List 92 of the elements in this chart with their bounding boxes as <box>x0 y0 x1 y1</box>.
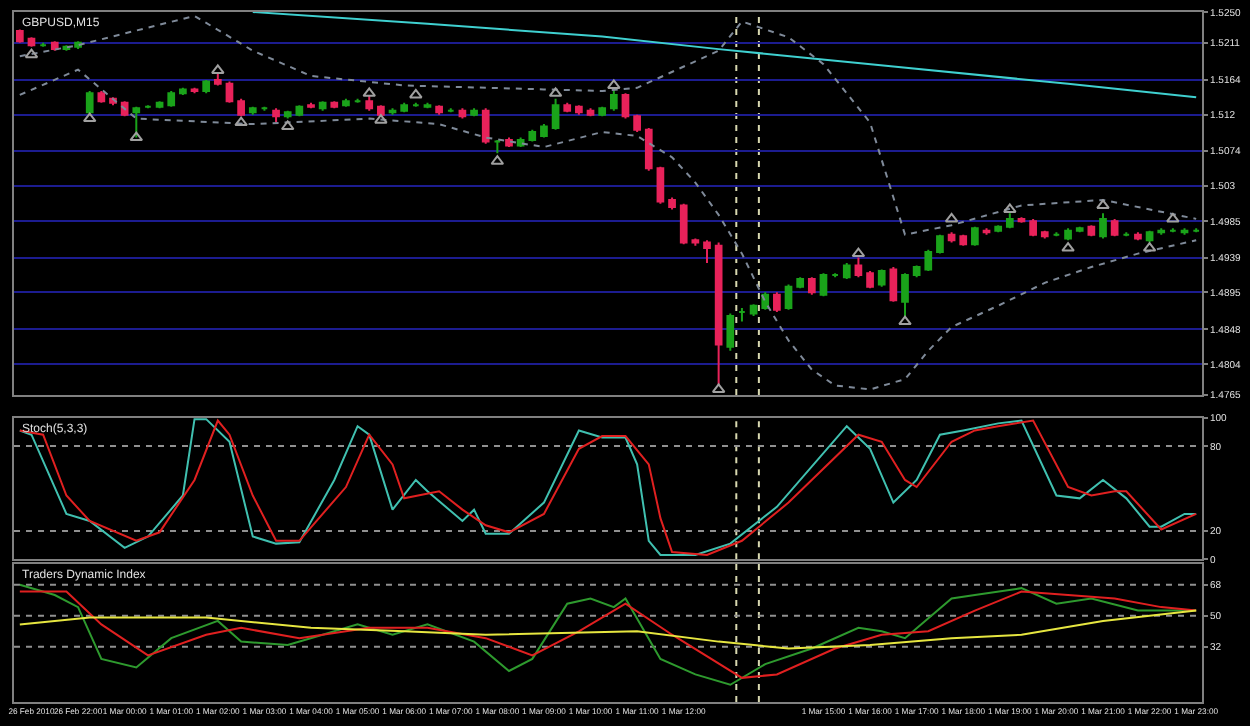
candlestick <box>435 104 443 116</box>
candlestick <box>1192 227 1201 234</box>
candlestick <box>400 101 409 114</box>
candlestick <box>936 233 944 255</box>
point <box>944 212 959 223</box>
candlestick <box>726 312 735 352</box>
candlestick <box>679 202 688 246</box>
candlestick <box>353 97 362 104</box>
candlestick <box>307 101 315 110</box>
candlestick <box>272 107 280 124</box>
candlestick <box>773 291 781 314</box>
candlestick <box>283 109 292 120</box>
candlestick <box>633 113 641 134</box>
candlestick <box>668 196 676 211</box>
candlestick <box>1040 229 1049 240</box>
candlestick <box>1005 212 1014 230</box>
line-series <box>18 14 1198 236</box>
candlestick <box>1064 227 1072 242</box>
candlestick <box>411 101 420 108</box>
candlestick <box>1110 217 1119 238</box>
point <box>1166 212 1180 223</box>
candlestick <box>575 104 583 116</box>
candlestick <box>225 80 234 104</box>
candlestick <box>1052 231 1061 238</box>
candlestick <box>423 101 432 110</box>
candlestick <box>144 104 152 110</box>
candlestick <box>260 105 269 112</box>
candlestick <box>446 107 455 114</box>
candlestick <box>807 276 816 296</box>
candlestick <box>819 272 828 298</box>
line-series <box>18 418 1198 556</box>
point <box>851 247 866 258</box>
candlestick <box>598 105 607 118</box>
candlestick <box>563 101 572 114</box>
candlestick <box>15 28 24 44</box>
candlestick <box>39 41 47 48</box>
candlestick <box>738 307 746 323</box>
candlestick <box>749 303 758 317</box>
candlestick <box>248 105 257 116</box>
candlestick <box>202 78 211 95</box>
candlestick <box>959 233 968 247</box>
point <box>898 315 912 326</box>
point <box>1003 203 1017 213</box>
candlestick <box>656 165 665 205</box>
candlestick <box>621 92 630 120</box>
candlestick <box>551 97 560 131</box>
point <box>129 131 144 142</box>
line-series <box>251 12 1198 99</box>
candlestick <box>330 100 339 110</box>
point <box>1061 242 1075 252</box>
point <box>24 48 39 59</box>
candlestick <box>866 269 874 290</box>
candlestick <box>784 283 793 311</box>
candlestick <box>691 237 700 247</box>
candlestick <box>644 127 653 172</box>
point <box>1096 199 1110 209</box>
candlestick <box>179 86 187 96</box>
candlestick <box>971 225 979 247</box>
candlestick <box>493 138 502 155</box>
candlestick <box>132 105 141 139</box>
candlestick <box>120 100 129 118</box>
candlestick <box>831 272 839 279</box>
candlestick <box>481 107 490 145</box>
line-series <box>18 68 1198 391</box>
candlestick <box>190 86 199 95</box>
candlestick <box>1134 231 1142 242</box>
candlestick <box>1099 212 1107 240</box>
candlestick <box>342 97 350 108</box>
point <box>82 112 97 123</box>
candlestick <box>318 100 327 112</box>
candlestick <box>1157 227 1166 236</box>
point <box>374 114 388 124</box>
candlestick <box>889 266 898 303</box>
candlestick <box>1122 231 1131 238</box>
point <box>409 88 423 99</box>
candlestick <box>586 107 595 118</box>
line-series <box>18 609 1198 650</box>
candlestick <box>1169 227 1177 234</box>
point <box>211 64 225 74</box>
candlestick <box>1075 225 1084 234</box>
point <box>607 79 621 89</box>
candlestick <box>540 123 548 139</box>
candlestick <box>470 107 478 118</box>
candlestick <box>842 262 851 280</box>
candlestick <box>796 276 805 290</box>
candlestick <box>167 89 176 108</box>
candlestick <box>703 239 711 265</box>
candlestick <box>1029 217 1037 238</box>
candlestick <box>609 88 618 112</box>
candlestick <box>994 224 1003 234</box>
point <box>234 116 248 127</box>
candlestick <box>877 268 886 288</box>
